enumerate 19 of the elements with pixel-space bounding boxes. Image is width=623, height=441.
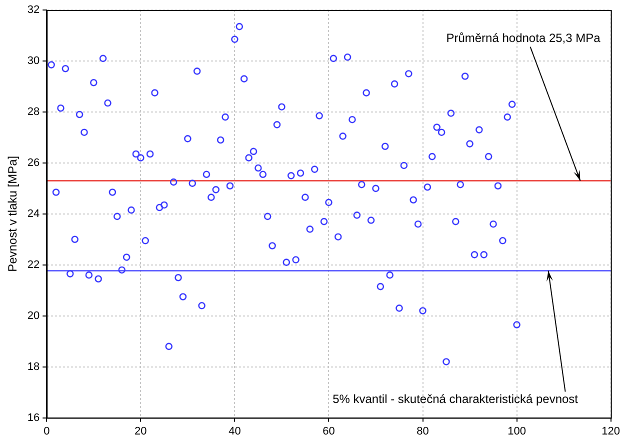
y-tick-label: 18 [27, 360, 40, 373]
annotation: Průměrná hodnota 25,3 MPa [446, 31, 601, 46]
y-tick-label: 16 [27, 412, 40, 424]
y-tick-label: 24 [27, 208, 40, 220]
y-tick-label: 22 [27, 258, 40, 271]
x-tick-label: 20 [134, 425, 147, 438]
x-tick-label: 80 [416, 425, 429, 438]
y-tick-label: 30 [27, 55, 40, 68]
y-tick-label: 20 [27, 310, 40, 322]
x-tick-label: 60 [322, 425, 335, 438]
y-tick-label: 32 [27, 4, 40, 16]
y-axis-title: Pevnost v tlaku [MPa] [6, 156, 20, 272]
annotation: 5% kvantil - skutečná charakteristická pevnost [332, 392, 579, 406]
y-tick-label: 28 [27, 106, 40, 118]
x-tick-label: 100 [508, 425, 526, 438]
y-tick-label: 26 [27, 156, 40, 169]
x-tick-label: 0 [44, 425, 50, 438]
x-tick-label: 120 [602, 425, 620, 438]
x-tick-label: 40 [228, 425, 241, 438]
